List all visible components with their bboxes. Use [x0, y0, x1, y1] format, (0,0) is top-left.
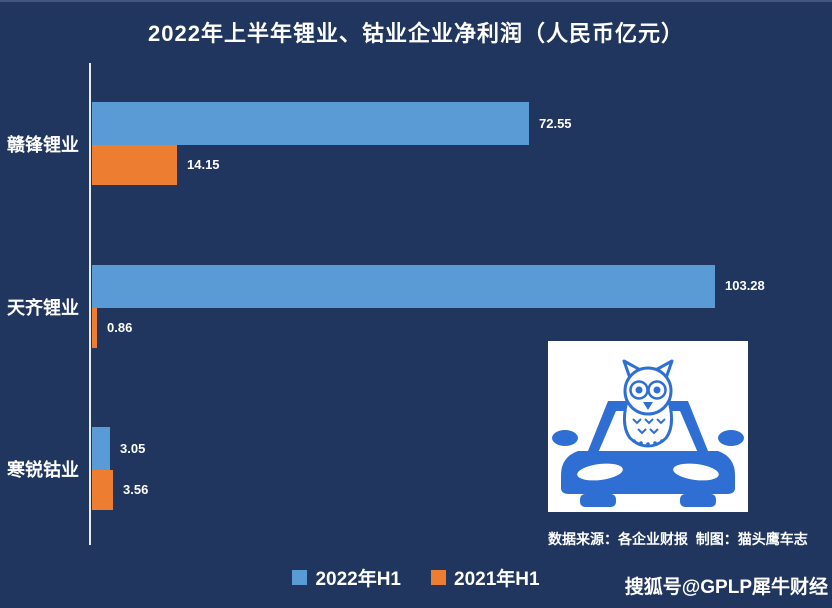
- owl-car-logo: [548, 341, 748, 512]
- owl-car-illustration: [552, 359, 744, 507]
- legend-swatch-2022h1-icon: [292, 570, 308, 585]
- y-axis-line: [89, 63, 91, 545]
- top-edge-line: [0, 0, 832, 2]
- chart-title: 2022年上半年锂业、钴业企业净利润（人民币亿元）: [148, 21, 684, 46]
- legend-swatch-2021h1-icon: [431, 570, 446, 585]
- category-label: 天齐锂业: [7, 297, 79, 318]
- bar-value-label: 103.28: [725, 278, 765, 293]
- category-label: 寒锐钴业: [7, 460, 79, 480]
- chart-legend: 2022年H1 2021年H1: [0, 564, 832, 591]
- bar-value-label: 14.15: [187, 157, 220, 172]
- bar-value-label: 0.86: [107, 319, 133, 335]
- bar-value-label: 3.05: [120, 440, 146, 456]
- bar-2021h1: [92, 145, 177, 185]
- bar-2022h1: [92, 102, 529, 145]
- bar-value-label: 72.55: [539, 115, 572, 131]
- bar-2022h1: [92, 264, 715, 308]
- data-source-text: 数据来源：各企业财报 制图：猫头鹰车志: [548, 531, 808, 547]
- bar-2021h1: [92, 307, 97, 348]
- category-label: 赣锋锂业: [7, 135, 79, 155]
- legend-item-2022h1: 2022年H1: [292, 564, 401, 591]
- legend-item-2021h1: 2021年H1: [431, 564, 540, 591]
- bar-value-label: 3.56: [123, 482, 149, 497]
- bar-2021h1: [92, 470, 113, 510]
- sohu-watermark: 搜狐号@GPLP犀牛财经: [624, 577, 828, 598]
- legend-label-2022h1: 2022年H1: [315, 569, 401, 590]
- bar-2022h1: [92, 427, 110, 470]
- legend-label-2021h1: 2021年H1: [454, 569, 540, 590]
